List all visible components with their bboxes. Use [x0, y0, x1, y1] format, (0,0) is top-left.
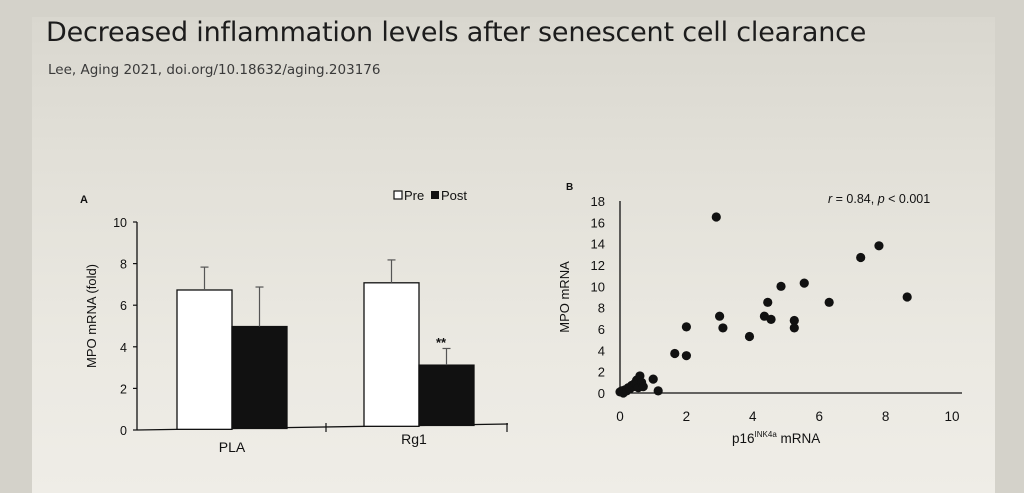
- y-tick-label-b: 2: [598, 365, 605, 380]
- x-label-base: p16: [732, 431, 755, 446]
- data-point: [789, 315, 799, 326]
- stat-r-symbol: r: [828, 192, 833, 206]
- x-tick-label-b: 10: [944, 409, 959, 424]
- x-label-superscript: INK4a: [755, 430, 778, 439]
- bar-post-pla: [231, 325, 288, 430]
- data-point: [718, 323, 728, 333]
- citation: Lee, Aging 2021, doi.org/10.18632/aging.…: [48, 62, 381, 78]
- panel-label-b: B: [566, 182, 573, 193]
- x-tick-label-b: 4: [749, 409, 757, 424]
- data-point: [766, 314, 776, 324]
- legend-label-pre: Pre: [404, 188, 424, 203]
- data-point: [799, 278, 809, 288]
- x-tick-label-b: 6: [815, 409, 823, 424]
- data-point: [856, 252, 866, 263]
- panel-label-a: A: [80, 194, 88, 206]
- data-point: [744, 331, 755, 342]
- y-axis-label-a: MPO mRNA (fold): [84, 264, 99, 368]
- stat-p-value: < 0.001: [885, 192, 931, 206]
- y-tick-label-b: 12: [591, 258, 605, 273]
- y-tick-label-a: 4: [120, 341, 127, 355]
- x-label-tail: mRNA: [777, 431, 821, 446]
- x-tick-label-b: 0: [616, 409, 624, 424]
- y-tick-label-a: 10: [113, 216, 127, 230]
- data-point: [874, 241, 884, 251]
- correlation-stat: r = 0.84, p < 0.001: [828, 192, 930, 206]
- data-point: [776, 281, 786, 291]
- legend-swatch-post: [431, 191, 439, 199]
- data-point: [711, 212, 721, 222]
- data-point: [824, 297, 834, 307]
- x-tick-label-b: 2: [683, 409, 691, 424]
- legend-swatch-pre: [393, 190, 403, 200]
- stat-p-symbol: p: [877, 192, 885, 206]
- data-point: [648, 374, 658, 384]
- y-tick-label-a: 8: [120, 258, 127, 272]
- bar-pre-rg1: [363, 282, 420, 427]
- y-tick-label-b: 18: [591, 194, 605, 209]
- data-point: [681, 322, 692, 332]
- significance-marker: **: [436, 335, 447, 350]
- y-tick-label-b: 14: [591, 237, 605, 252]
- data-point: [902, 292, 912, 302]
- y-tick-label-b: 10: [591, 279, 605, 294]
- y-axis-label-b: MPO mRNA: [557, 261, 572, 333]
- bar-pre-pla: [176, 289, 233, 431]
- legend-label-post: Post: [441, 188, 467, 203]
- data-point: [670, 348, 680, 359]
- bar-post-rg1: [418, 364, 475, 427]
- y-tick-label-b: 4: [598, 343, 605, 358]
- x-tick-label-rg1: Rg1: [401, 431, 427, 447]
- bar-chart-panel-a: A Pre Post MPO mRNA (fold) 0 2 4 6 8 10 PLA R…: [80, 188, 509, 455]
- y-tick-label-b: 16: [591, 215, 605, 230]
- x-tick-label-b: 8: [882, 409, 890, 424]
- stat-r-value: = 0.84,: [832, 192, 878, 206]
- scatter-chart-panel-b: B MPO mRNA r = 0.84, p < 0.001 0 2 4 6 8 10 12…: [557, 182, 962, 446]
- y-tick-label-b: 8: [598, 301, 605, 316]
- x-tick-label-pla: PLA: [219, 439, 246, 455]
- y-tick-label-a: 2: [120, 382, 127, 396]
- data-point: [763, 297, 773, 307]
- x-axis-label-b: p16INK4a mRNA: [732, 430, 820, 446]
- data-point: [789, 323, 799, 333]
- data-point: [681, 351, 692, 361]
- data-point: [653, 386, 663, 396]
- y-tick-label-b: 6: [598, 322, 605, 337]
- y-tick-label-a: 0: [120, 424, 127, 438]
- data-point: [638, 382, 648, 392]
- y-tick-label-b: 0: [598, 386, 605, 401]
- slide-title: Decreased inflammation levels after sene…: [46, 17, 867, 48]
- y-tick-label-a: 6: [120, 299, 127, 313]
- data-point: [715, 311, 725, 321]
